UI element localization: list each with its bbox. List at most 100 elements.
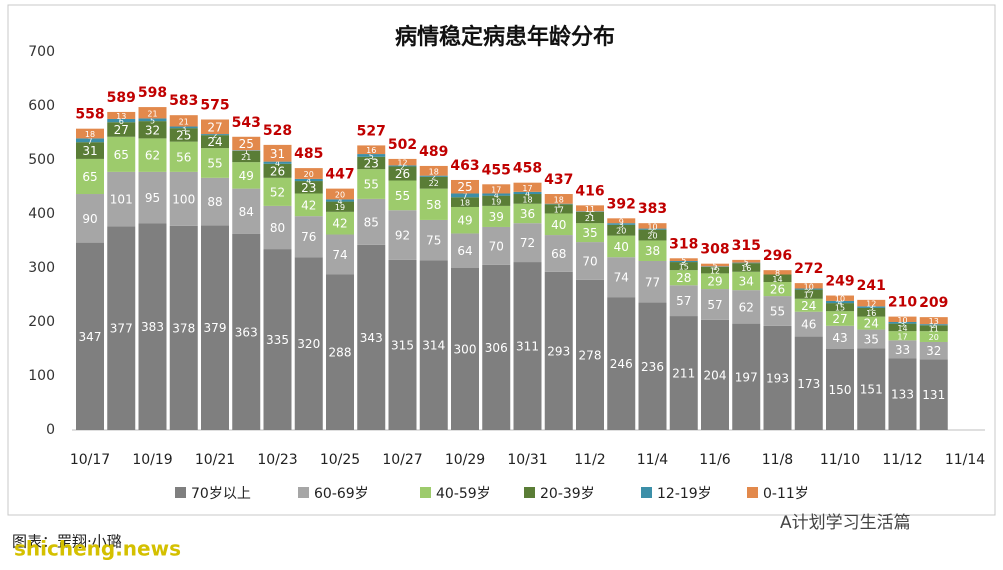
data-label: 32: [926, 344, 941, 358]
bar-segment: [669, 270, 698, 286]
bar-segment: [232, 150, 261, 151]
bar-segment: [451, 197, 479, 207]
data-label: 2: [212, 131, 217, 140]
data-label: 65: [114, 148, 129, 162]
y-tick-label: 700: [28, 44, 55, 60]
bar-segment: [357, 169, 386, 199]
total-label: 558: [75, 107, 104, 123]
data-label: 42: [332, 217, 347, 231]
bar-segment: [576, 279, 604, 430]
bar-segment: [294, 178, 323, 182]
bar-segment: [451, 233, 479, 268]
bar-segment: [763, 296, 792, 326]
bar-segment: [138, 138, 167, 172]
data-label: 343: [360, 331, 383, 345]
bar-segment: [388, 180, 417, 211]
bar-segment: [763, 270, 792, 275]
data-label: 24: [207, 135, 222, 149]
bar-segment: [544, 235, 573, 272]
bar-segment: [169, 141, 198, 172]
data-label: 347: [79, 330, 102, 344]
bar-segment: [169, 225, 198, 430]
bar-segment: [201, 148, 229, 178]
data-label: 1: [744, 259, 749, 268]
total-label: 383: [638, 201, 667, 217]
data-label: 311: [516, 340, 539, 354]
bar-segment: [826, 325, 854, 349]
data-label: 25: [176, 128, 191, 142]
bar-segment: [919, 341, 948, 360]
bar-segment: [513, 182, 542, 192]
bar-segment: [294, 181, 323, 194]
bar-segment: [201, 134, 229, 136]
bar-segment: [732, 263, 761, 272]
bar-segment: [76, 158, 104, 195]
data-label: 8: [775, 269, 780, 278]
data-label: 43: [832, 331, 847, 345]
x-tick-label: 11/8: [762, 452, 793, 468]
bar-segment: [888, 322, 917, 324]
data-label: 335: [266, 333, 289, 347]
data-label: 27: [114, 123, 129, 137]
data-label: 246: [610, 357, 633, 371]
bar-segment: [919, 324, 948, 326]
bar-segment: [388, 166, 417, 181]
data-label: 26: [395, 167, 410, 181]
data-label: 278: [579, 348, 602, 362]
data-label: 204: [704, 368, 727, 382]
legend-label: 0-11岁: [763, 486, 809, 502]
data-label: 16: [866, 309, 876, 318]
data-label: 34: [739, 274, 754, 288]
bar-segment: [794, 336, 823, 430]
data-label: 6: [119, 117, 124, 126]
data-label: 1: [556, 201, 561, 210]
bar-segment: [263, 205, 292, 250]
total-label: 502: [388, 137, 417, 153]
bar-segment: [357, 154, 386, 157]
data-label: 23: [301, 181, 316, 195]
total-label: 485: [294, 146, 323, 162]
data-label: 17: [897, 332, 907, 341]
bar-segment: [388, 158, 417, 166]
bar-segment: [794, 298, 823, 312]
bar-segment: [263, 163, 292, 178]
bar-segment: [482, 264, 511, 430]
data-label: 17: [522, 184, 532, 193]
data-label: 26: [270, 164, 285, 178]
bar-segment: [732, 262, 761, 264]
x-tick-label: 11/12: [882, 452, 922, 468]
data-label: 20: [929, 333, 939, 342]
data-label: 19: [335, 203, 345, 212]
y-tick-label: 500: [28, 152, 55, 168]
bar-segment: [513, 191, 542, 195]
bar-segment: [701, 263, 729, 267]
bar-segment: [638, 229, 667, 241]
data-label: 27: [832, 312, 847, 326]
data-label: 55: [395, 189, 410, 203]
data-label: 17: [491, 185, 501, 194]
x-tick-label: 10/23: [257, 452, 297, 468]
bar-segment: [107, 171, 136, 227]
bar-segment: [701, 266, 729, 267]
data-label: 27: [207, 120, 222, 134]
data-label: 55: [207, 156, 222, 170]
bar-segment: [888, 358, 917, 430]
bar-segment: [701, 273, 729, 290]
bar-segment: [419, 175, 448, 177]
data-label: 62: [145, 149, 160, 163]
total-label: 308: [700, 242, 729, 258]
bar-segment: [544, 204, 573, 214]
bar-segment: [357, 145, 386, 155]
bar-segment: [857, 299, 886, 307]
data-label: 57: [707, 298, 722, 312]
total-label: 296: [763, 248, 792, 264]
bar-segment: [544, 213, 573, 236]
data-label: 49: [239, 169, 254, 183]
data-label: 16: [741, 264, 751, 273]
data-label: 64: [457, 244, 472, 258]
data-label: 7: [87, 137, 92, 146]
data-label: 12: [710, 267, 720, 276]
data-label: 62: [739, 300, 754, 314]
data-label: 150: [829, 383, 852, 397]
site: shicheng.news: [14, 537, 181, 561]
